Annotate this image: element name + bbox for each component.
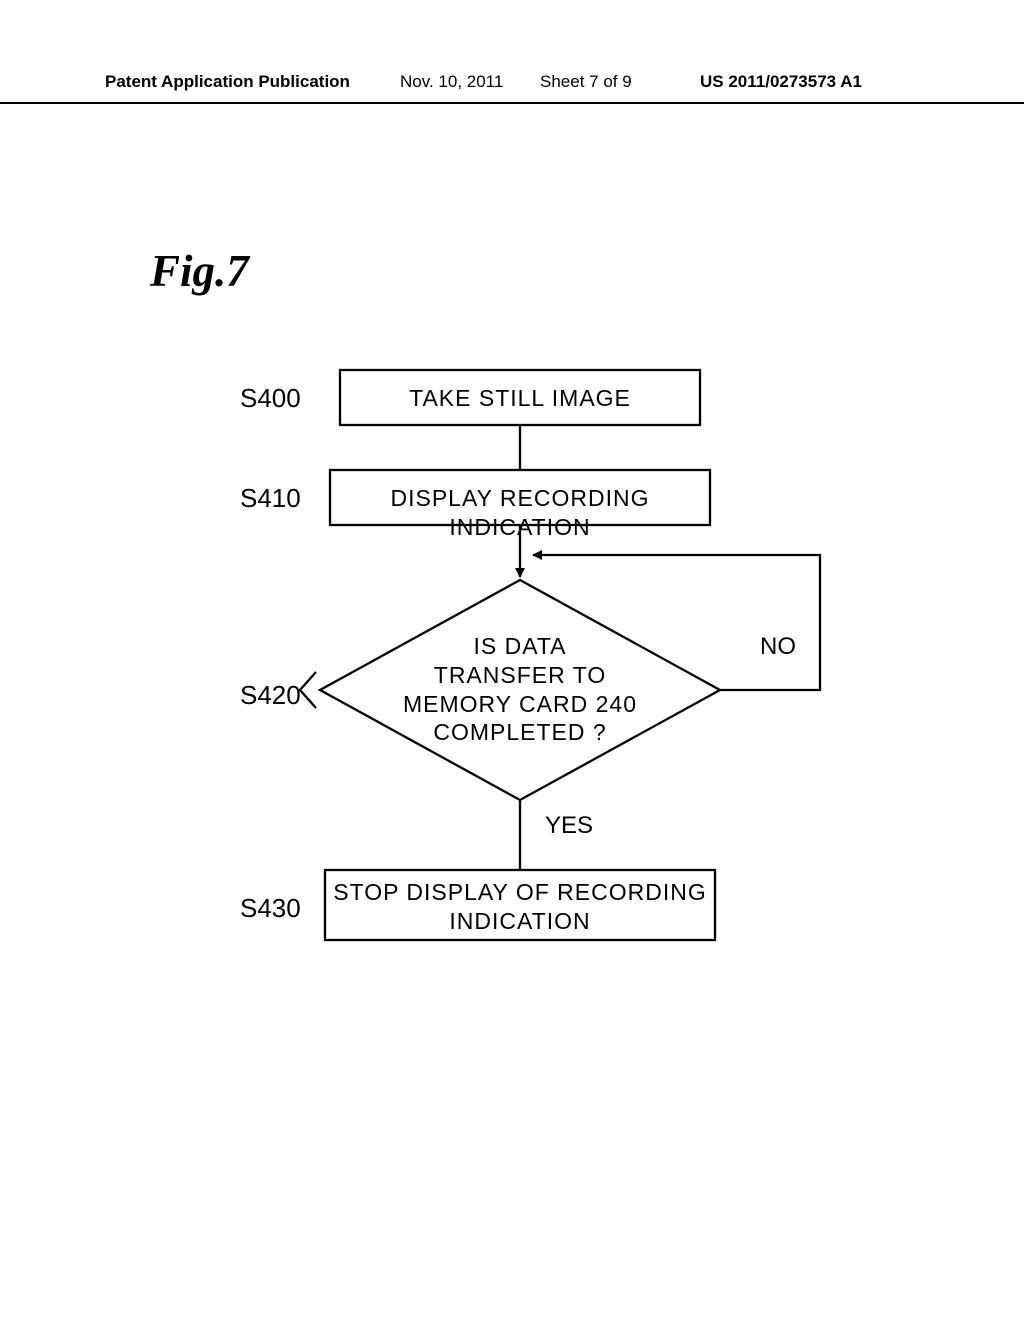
page: Patent Application Publication Nov. 10, … <box>0 0 1024 1320</box>
s420-bracket <box>300 672 316 708</box>
flowchart-svg <box>0 0 1024 1320</box>
node-rect-s430 <box>325 870 715 940</box>
node-rect-s410 <box>330 470 710 525</box>
node-rect-s400 <box>340 370 700 425</box>
node-diamond-s420 <box>320 580 720 800</box>
edge-s420-loopback <box>533 555 820 690</box>
